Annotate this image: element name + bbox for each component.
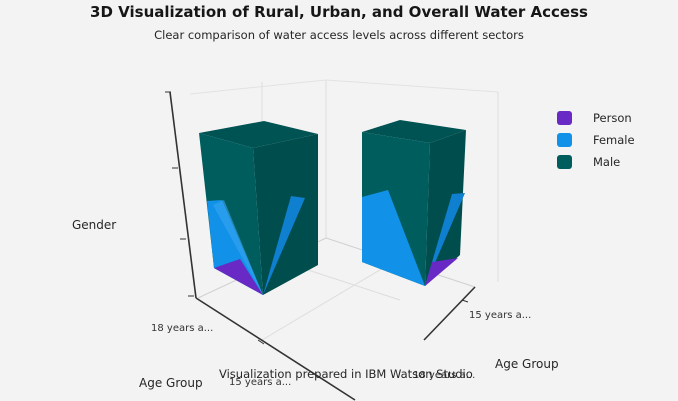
y-tick-label: 18 years a... bbox=[413, 370, 475, 381]
legend-item-person[interactable]: Person bbox=[557, 107, 635, 129]
bar-right bbox=[362, 120, 466, 286]
z-axis-label: Gender bbox=[72, 218, 116, 232]
x-tick-label: 18 years a... bbox=[151, 323, 213, 334]
legend-swatch-male bbox=[557, 155, 572, 169]
legend-swatch-female bbox=[557, 133, 572, 147]
legend-label: Female bbox=[593, 133, 635, 147]
bar-left-person bbox=[214, 259, 263, 295]
grid-lines bbox=[189, 79, 499, 341]
legend-item-female[interactable]: Female bbox=[557, 129, 635, 151]
bar-left-female-side bbox=[263, 196, 305, 295]
legend-label: Male bbox=[593, 155, 621, 169]
bar-left-side bbox=[253, 134, 318, 295]
x-tick-label: 15 years a... bbox=[229, 377, 291, 388]
bar-left bbox=[199, 121, 318, 295]
axes bbox=[165, 91, 476, 401]
legend-item-male[interactable]: Male bbox=[557, 151, 635, 173]
chart-subtitle: Clear comparison of water access levels … bbox=[154, 28, 524, 42]
bar-right-female-front bbox=[362, 190, 425, 286]
x-axis-label: Age Group bbox=[139, 376, 203, 390]
bars-3d bbox=[199, 120, 466, 295]
legend-label: Person bbox=[593, 111, 632, 125]
bar-right-side bbox=[425, 130, 466, 286]
legend: Person Female Male bbox=[557, 107, 635, 173]
bar-right-top bbox=[362, 120, 466, 143]
chart-title: 3D Visualization of Rural, Urban, and Ov… bbox=[90, 3, 588, 21]
bar-right-person bbox=[425, 258, 458, 286]
bar-left-female-light bbox=[213, 200, 263, 295]
y-axis-label: Age Group bbox=[495, 357, 559, 371]
y-tick-label: 15 years a... bbox=[469, 310, 531, 321]
legend-swatch-person bbox=[557, 111, 572, 125]
footer-annotation: Visualization prepared in IBM Watson Stu… bbox=[219, 367, 473, 381]
bar-left-top bbox=[199, 121, 318, 148]
